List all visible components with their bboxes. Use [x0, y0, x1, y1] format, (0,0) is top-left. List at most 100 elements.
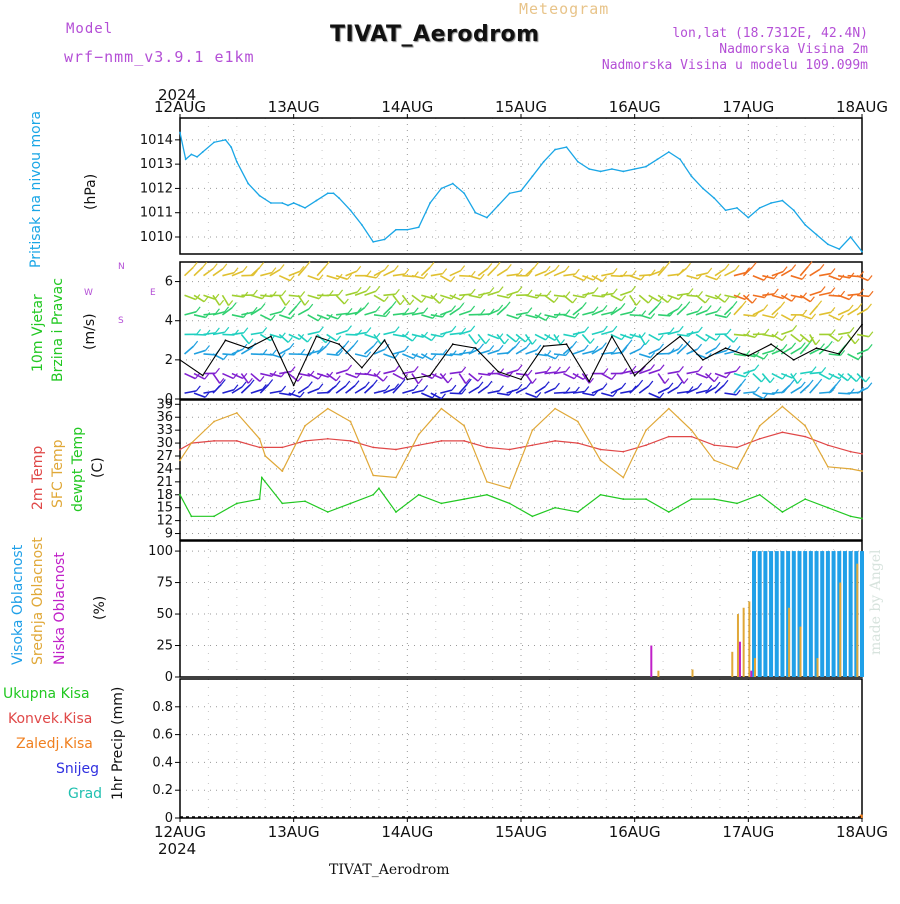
wind-barb — [781, 315, 792, 321]
wind-barb-feather — [452, 326, 456, 331]
wind-barb-feather — [348, 308, 352, 313]
wind-barb-feather — [770, 378, 774, 383]
wind-barb-feather — [628, 340, 632, 345]
data-point — [611, 335, 613, 337]
data-point — [190, 154, 192, 156]
data-point — [509, 192, 511, 194]
data-point — [759, 207, 761, 209]
wind-barb-feather — [584, 345, 588, 350]
wind-barb-feather — [575, 269, 579, 274]
wind-barb-feather — [594, 307, 598, 312]
wind-barb-feather — [366, 286, 370, 291]
data-point — [736, 502, 738, 504]
data-point — [770, 202, 772, 204]
data-point — [486, 446, 488, 448]
wind-barb-feather — [708, 268, 712, 273]
wind-barb — [213, 269, 223, 276]
data-point — [782, 431, 784, 433]
cloud-bar-srednja — [754, 658, 756, 677]
wind-barb-feather — [613, 326, 617, 331]
wind-barb-feather — [367, 328, 371, 333]
wind-barb-feather — [669, 383, 673, 388]
wind-barb-feather — [526, 343, 530, 348]
data-point — [736, 468, 738, 470]
wind-barb-feather — [424, 308, 428, 313]
model-label: Model — [66, 21, 113, 37]
wind-barb-feather — [764, 354, 768, 359]
wind-barb — [791, 387, 801, 393]
wind-barb-feather — [554, 297, 558, 302]
wind-barb-feather — [422, 297, 426, 302]
wind-barb-feather — [668, 297, 672, 302]
wind-barb-feather — [547, 367, 551, 372]
data-point — [531, 515, 533, 517]
wind-barb-feather — [452, 306, 456, 311]
wind-barb-feather — [792, 316, 796, 321]
wind-barb-feather — [319, 327, 323, 332]
wind-barb-feather — [831, 307, 835, 312]
wind-barb — [421, 354, 431, 360]
wind-barb — [781, 330, 792, 334]
wind-barb-feather — [821, 287, 825, 292]
wind-barb-feather — [603, 384, 607, 389]
wind-barb-feather — [660, 365, 664, 370]
wind-barb-feather — [401, 379, 405, 384]
data-point — [804, 425, 806, 427]
y-tick-label: 1013 — [140, 157, 173, 172]
wind-barb-feather — [348, 365, 352, 370]
y-tick-label: 0.2 — [152, 783, 173, 798]
wind-barb — [194, 393, 205, 397]
y-tick-label: 4 — [165, 314, 173, 329]
data-point — [372, 446, 374, 448]
wind-barb — [279, 276, 290, 281]
data-point — [497, 371, 499, 373]
wind-barb-feather — [783, 344, 787, 349]
x-tick-label-bottom: 12AUG — [154, 823, 206, 841]
x-tick-label-bottom: 17AUG — [722, 823, 774, 841]
wind-barb-feather — [797, 378, 801, 383]
y-tick-label: 9 — [165, 527, 173, 542]
data-point — [713, 498, 715, 500]
data-point — [577, 442, 579, 444]
data-point — [861, 470, 863, 472]
cloud-bar-srednja — [788, 608, 790, 677]
data-point — [463, 440, 465, 442]
wind-barb-feather — [679, 326, 683, 331]
data-point — [645, 429, 647, 431]
wind-barb — [260, 315, 271, 320]
year-top: 2024 — [158, 86, 196, 104]
wind-barb — [573, 307, 582, 314]
wind-barb — [592, 276, 603, 282]
x-tick-label-bottom: 13AUG — [268, 823, 320, 841]
data-point — [531, 444, 533, 446]
wind-barb-feather — [602, 343, 606, 348]
data-point — [395, 229, 397, 231]
wind-barb-feather — [505, 339, 509, 344]
wind-barb — [355, 387, 365, 393]
wind-barb-feather — [196, 386, 200, 391]
data-point — [588, 168, 590, 170]
wind-barb-feather — [394, 266, 398, 271]
wind-barb — [440, 276, 450, 282]
data-point — [338, 343, 340, 345]
wind-barb — [563, 295, 572, 303]
data-point — [554, 408, 556, 410]
data-point — [338, 197, 340, 199]
data-point — [622, 477, 624, 479]
data-point — [554, 149, 556, 151]
wind-barb-feather — [684, 378, 688, 383]
wind-barb — [743, 267, 752, 275]
wind-barb-feather — [621, 303, 625, 308]
wind-barb-feather — [641, 344, 645, 349]
data-point — [395, 449, 397, 451]
cloud-bar-srednja — [856, 564, 858, 677]
data-point — [804, 436, 806, 438]
wind-barb-feather — [716, 335, 720, 340]
wind-barb — [535, 334, 546, 339]
wind-barb — [346, 386, 355, 393]
data-point — [827, 444, 829, 446]
data-point — [333, 192, 335, 194]
data-point — [287, 205, 289, 207]
cloud-bar-visoka — [763, 551, 767, 677]
wind-barb-feather — [499, 287, 503, 292]
